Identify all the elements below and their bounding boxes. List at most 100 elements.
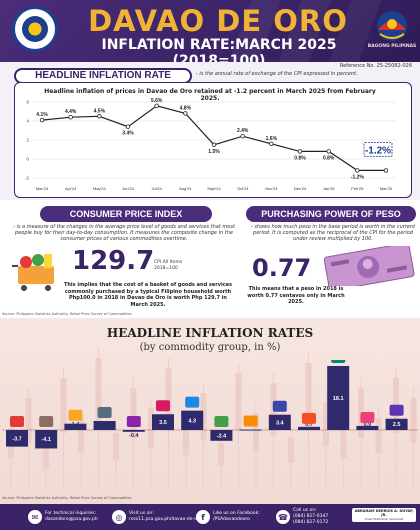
- commodity-bar[interactable]: [93, 421, 116, 430]
- line-point[interactable]: [326, 149, 331, 154]
- y-tick-label: 0: [26, 157, 29, 162]
- line-data-label: 1.6%: [266, 136, 278, 142]
- cpi-side-label: CPI All Items 2018=100: [154, 260, 182, 272]
- source-note-bottom: Source: Philippine Statistics Authority,…: [2, 496, 132, 500]
- commodity-bar[interactable]: [385, 418, 408, 430]
- decor-candle: [340, 428, 347, 458]
- line-data-label: 2.4%: [237, 128, 249, 134]
- signatory-role: Chief Statistical Specialist: [364, 517, 404, 521]
- page-title: DAVAO DE ORO: [88, 4, 348, 38]
- decor-candle: [60, 378, 67, 433]
- x-tick-label: Oct'24: [237, 186, 249, 191]
- commodity-bar[interactable]: [64, 423, 87, 430]
- commodity-bar[interactable]: [152, 414, 174, 430]
- decor-candle: [25, 398, 32, 443]
- commodity-bar[interactable]: [181, 410, 204, 430]
- commodity-bar[interactable]: [268, 414, 291, 430]
- footer-visit-value: rsso11.psa.gov.ph/davao-de-oro: [129, 517, 202, 522]
- furnishing-icon: [126, 416, 141, 427]
- bar-value-label: -0.4: [129, 433, 139, 439]
- beverage-icon: [39, 416, 54, 427]
- y-tick-label: 4: [26, 119, 29, 124]
- psa-logo-icon: [12, 6, 58, 52]
- bar-value-label: -2.4: [217, 433, 227, 439]
- decor-candle: [183, 423, 189, 456]
- decor-candle: [288, 438, 294, 463]
- footer-phone[interactable]: ☎ Call us on: (084) 827-0347 (084) 827-0…: [276, 505, 328, 529]
- line-point[interactable]: [211, 142, 217, 147]
- bar-value-label: 2.0: [101, 422, 109, 428]
- decor-candle: [305, 363, 312, 426]
- highlight-box: [363, 142, 393, 157]
- line-data-label: 4.5%: [94, 108, 106, 114]
- bar-chart: -3.7-4.11.42.0-0.43.54.3-2.40.13.40.718.…: [2, 360, 418, 449]
- decor-candle: [113, 433, 119, 461]
- decor-candle: [200, 393, 207, 441]
- cpi-value: 129.7: [72, 246, 155, 276]
- line-point[interactable]: [154, 103, 159, 108]
- bar-value-label: 3.4: [276, 420, 285, 426]
- line-point[interactable]: [183, 111, 188, 116]
- ppp-note: This means that a peso in 2018 is worth …: [247, 286, 345, 305]
- footer-website[interactable]: ◎ Visit us on: rsso11.psa.gov.ph/davao-d…: [112, 505, 202, 529]
- reference-number: Reference No. 25-25082-026: [339, 63, 412, 69]
- bar-value-label: 1.4: [72, 422, 81, 428]
- x-tick-label: Jun'24: [122, 186, 134, 191]
- line-point[interactable]: [297, 149, 303, 154]
- decor-candle: [130, 388, 137, 438]
- x-tick-label: Nov'24: [265, 186, 278, 191]
- commodity-bar[interactable]: [356, 425, 379, 430]
- education-icon: [272, 400, 287, 412]
- line-data-label: 0.8%: [294, 155, 306, 161]
- footer-tech-value: dasandoro@psa.gov.ph: [45, 517, 98, 522]
- bar-value-label: -4.1: [41, 437, 50, 443]
- line-data-label: 5.6%: [151, 98, 163, 104]
- health-icon: [156, 400, 170, 412]
- phone-icon: ☎: [276, 510, 290, 524]
- commodity-bar[interactable]: [298, 426, 320, 430]
- commodity-bar[interactable]: [6, 430, 28, 447]
- source-note-mid: Source: Philippine Statistics Authority,…: [2, 312, 132, 316]
- line-point[interactable]: [355, 168, 360, 173]
- y-tick-label: 2: [26, 138, 29, 143]
- commodity-bar[interactable]: [210, 430, 233, 441]
- line-point[interactable]: [68, 115, 73, 120]
- decor-candle: [323, 403, 329, 446]
- footer-email[interactable]: ✉ For technical inquiries: dasandoro@psa…: [28, 505, 98, 529]
- bar-value-label: 2.5: [393, 422, 401, 428]
- commodity-bar[interactable]: [327, 366, 350, 430]
- line-point[interactable]: [39, 117, 45, 123]
- line-chart: -2 0 2 4 6 4.1% Mar'24 4.4% Apr'24 4.5% May'24 3.4%…: [25, 98, 396, 191]
- x-tick-label: Mar'24: [36, 186, 49, 191]
- other-services-icon: [389, 404, 404, 416]
- line-point[interactable]: [240, 134, 245, 139]
- globe-icon: ◎: [112, 510, 126, 524]
- headline-definition: - is the annual rate of exchange of the …: [196, 71, 358, 77]
- ppp-pill: PURCHASING POWER OF PESO: [246, 206, 416, 222]
- peso-bill-icon: [323, 246, 415, 286]
- personal-care-icon: [360, 411, 375, 423]
- footer-visit-label: Visit us on:: [129, 511, 154, 516]
- line-point[interactable]: [269, 141, 274, 146]
- clothing-icon: [68, 409, 83, 421]
- footer-facebook[interactable]: f Like us on Facebook: /PSAdavaodeoro: [196, 505, 260, 529]
- decor-candle: [43, 448, 49, 468]
- commodity-bar[interactable]: [35, 430, 58, 449]
- decor-candle: [375, 418, 382, 453]
- transport-icon: [185, 396, 200, 408]
- line-point[interactable]: [125, 124, 131, 129]
- commodity-bar[interactable]: [122, 430, 145, 432]
- line-data-label: 3.4%: [122, 131, 134, 137]
- commodity-bar[interactable]: [239, 429, 262, 431]
- house-icon: [97, 407, 112, 418]
- line-point[interactable]: [383, 168, 389, 173]
- footer-fb-value: /PSAdavaodeoro: [213, 517, 250, 522]
- bar-value-label: 0.9: [364, 422, 372, 428]
- line-point[interactable]: [97, 114, 102, 119]
- cpi-pill: CONSUMER PRICE INDEX: [40, 206, 212, 222]
- y-tick-label: -2: [25, 176, 29, 181]
- decor-candle: [218, 443, 224, 466]
- decor-candle: [410, 398, 417, 443]
- signature-block: ABRAHAM DERRICK A. DUYAP, JR. Chief Stat…: [352, 508, 416, 522]
- inflation-line: [41, 105, 386, 171]
